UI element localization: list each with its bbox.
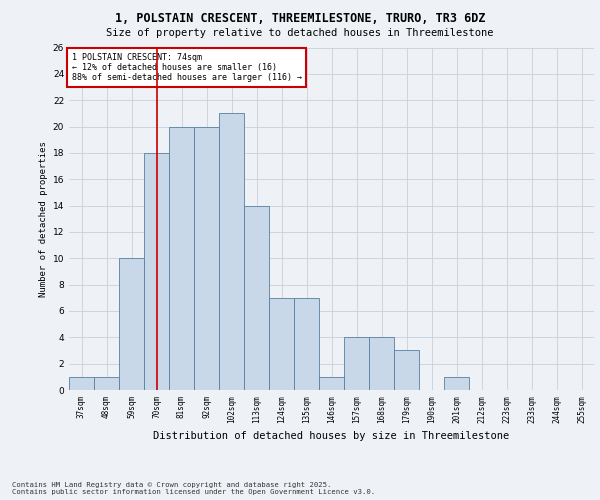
Bar [244, 206, 269, 390]
Bar [194, 126, 219, 390]
Bar [369, 338, 394, 390]
Bar [144, 153, 169, 390]
Text: 1 POLSTAIN CRESCENT: 74sqm
← 12% of detached houses are smaller (16)
88% of semi: 1 POLSTAIN CRESCENT: 74sqm ← 12% of deta… [71, 52, 302, 82]
Bar [69, 377, 94, 390]
Bar [219, 114, 244, 390]
Bar [119, 258, 144, 390]
Bar [319, 377, 344, 390]
Text: 1, POLSTAIN CRESCENT, THREEMILESTONE, TRURO, TR3 6DZ: 1, POLSTAIN CRESCENT, THREEMILESTONE, TR… [115, 12, 485, 26]
Bar [444, 377, 469, 390]
Bar [344, 338, 369, 390]
Y-axis label: Number of detached properties: Number of detached properties [40, 141, 49, 296]
Bar [294, 298, 319, 390]
X-axis label: Distribution of detached houses by size in Threemilestone: Distribution of detached houses by size … [154, 431, 509, 441]
Bar [169, 126, 194, 390]
Bar [394, 350, 419, 390]
Text: Size of property relative to detached houses in Threemilestone: Size of property relative to detached ho… [106, 28, 494, 38]
Bar [94, 377, 119, 390]
Text: Contains HM Land Registry data © Crown copyright and database right 2025.
Contai: Contains HM Land Registry data © Crown c… [12, 482, 375, 495]
Bar [269, 298, 294, 390]
